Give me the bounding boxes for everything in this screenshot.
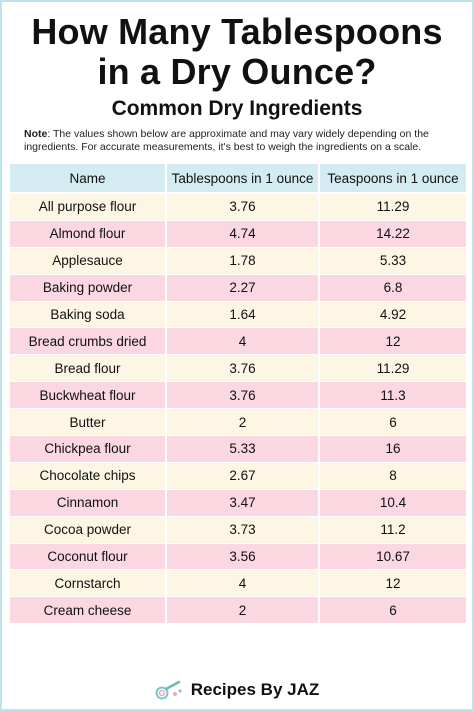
table-row: Chickpea flour 5.33 16 [10, 436, 466, 463]
cell-tablespoons: 1.64 [167, 301, 320, 329]
conversion-table: Name Tablespoons in 1 ounce Teaspoons in… [10, 164, 466, 625]
cell-tablespoons: 3.76 [167, 355, 320, 383]
cell-name: Baking soda [10, 301, 167, 329]
cell-teaspoons: 6 [320, 597, 466, 625]
cell-tablespoons: 2.27 [167, 274, 320, 302]
table-row: Buckwheat flour 3.76 11.3 [10, 382, 466, 410]
note-label: Note [24, 128, 48, 140]
note: Note: The values shown below are approxi… [24, 128, 456, 154]
table-row: Almond flour 4.74 14.22 [10, 220, 466, 248]
cell-teaspoons: 14.22 [320, 220, 466, 248]
cell-tablespoons: 3.73 [167, 516, 320, 544]
cell-teaspoons: 11.29 [320, 194, 466, 221]
table-row: Cinnamon 3.47 10.4 [10, 489, 466, 517]
cell-name: Buckwheat flour [10, 382, 167, 410]
cell-name: Applesauce [10, 247, 167, 275]
whisk-logo-icon [155, 680, 182, 700]
title-line-2: in a Dry Ounce? [97, 51, 377, 92]
table-row: Cream cheese 2 6 [10, 597, 466, 625]
cell-teaspoons: 6 [320, 409, 466, 437]
table-row: Butter 2 6 [10, 409, 466, 437]
footer: Recipes By JAZ [2, 679, 472, 701]
cell-teaspoons: 6.8 [320, 274, 466, 302]
header-teaspoons: Teaspoons in 1 ounce [320, 164, 466, 194]
note-text: : The values shown below are approximate… [24, 128, 429, 153]
table-row: Bread crumbs dried 4 12 [10, 328, 466, 356]
cell-name: Baking powder [10, 274, 167, 302]
cell-name: Cornstarch [10, 570, 167, 598]
table-header-row: Name Tablespoons in 1 ounce Teaspoons in… [10, 164, 466, 194]
cell-teaspoons: 10.4 [320, 489, 466, 517]
cell-tablespoons: 3.56 [167, 543, 320, 571]
table-row: Cocoa powder 3.73 11.2 [10, 516, 466, 544]
header-name: Name [10, 164, 167, 194]
table-row: All purpose flour 3.76 11.29 [10, 194, 466, 221]
cell-name: Chocolate chips [10, 462, 167, 490]
cell-tablespoons: 4 [167, 328, 320, 356]
table-row: Baking powder 2.27 6.8 [10, 274, 466, 302]
cell-teaspoons: 8 [320, 462, 466, 490]
cell-tablespoons: 4 [167, 570, 320, 598]
page-title: How Many Tablespoons in a Dry Ounce? [2, 12, 472, 92]
cell-tablespoons: 4.74 [167, 220, 320, 248]
brand-name: Recipes By JAZ [190, 680, 320, 699]
cell-teaspoons: 10.67 [320, 543, 466, 571]
cell-name: Coconut flour [10, 543, 167, 571]
table-body: All purpose flour 3.76 11.29 Almond flour 4.… [10, 194, 466, 625]
cell-name: Bread flour [10, 355, 167, 383]
table-row: Baking soda 1.64 4.92 [10, 301, 466, 329]
cell-tablespoons: 2.67 [167, 462, 320, 490]
cell-name: Almond flour [10, 220, 167, 248]
cell-tablespoons: 2 [167, 597, 320, 625]
title-line-1: How Many Tablespoons [31, 11, 443, 52]
cell-tablespoons: 1.78 [167, 247, 320, 275]
cell-teaspoons: 11.3 [320, 382, 466, 410]
cell-teaspoons: 11.29 [320, 355, 466, 383]
table-row: Bread flour 3.76 11.29 [10, 355, 466, 383]
cell-teaspoons: 12 [320, 328, 466, 356]
cell-name: Cocoa powder [10, 516, 167, 544]
cell-name: Butter [10, 409, 167, 437]
header-tablespoons: Tablespoons in 1 ounce [167, 164, 320, 194]
cell-tablespoons: 2 [167, 409, 320, 437]
cell-tablespoons: 5.33 [167, 436, 320, 463]
cell-teaspoons: 12 [320, 570, 466, 598]
cell-tablespoons: 3.47 [167, 489, 320, 517]
cell-teaspoons: 16 [320, 436, 466, 463]
cell-teaspoons: 11.2 [320, 516, 466, 544]
cell-tablespoons: 3.76 [167, 382, 320, 410]
cell-name: Chickpea flour [10, 436, 167, 463]
cell-teaspoons: 4.92 [320, 301, 466, 329]
cell-name: Cream cheese [10, 597, 167, 625]
cell-name: Bread crumbs dried [10, 328, 167, 356]
cell-name: All purpose flour [10, 194, 167, 221]
table-row: Chocolate chips 2.67 8 [10, 462, 466, 490]
cell-teaspoons: 5.33 [320, 247, 466, 275]
table-row: Applesauce 1.78 5.33 [10, 247, 466, 275]
table-row: Cornstarch 4 12 [10, 570, 466, 598]
cell-tablespoons: 3.76 [167, 194, 320, 221]
table-row: Coconut flour 3.56 10.67 [10, 543, 466, 571]
cell-name: Cinnamon [10, 489, 167, 517]
subtitle: Common Dry Ingredients [111, 97, 363, 120]
